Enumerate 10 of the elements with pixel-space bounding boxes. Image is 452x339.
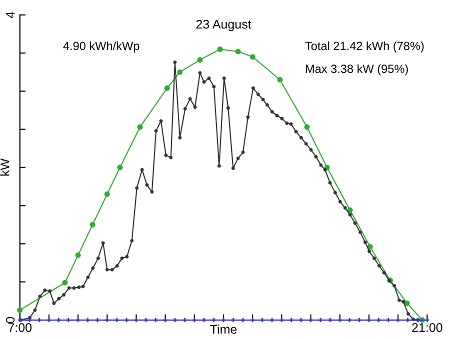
- x-tick-label: 7:00: [8, 323, 32, 332]
- x-axis-title: Time: [210, 324, 237, 334]
- y-tick-label: 0: [6, 317, 15, 324]
- annotation: Max 3.38 kW (95%): [306, 64, 408, 76]
- annotation: 4.90 kWh/kWp: [63, 41, 140, 52]
- y-tick-label: 4: [6, 12, 15, 18]
- chart-title: 23 August: [196, 20, 252, 32]
- x-tick-label: 21:00: [412, 323, 442, 332]
- annotation: Total 21.42 kWh (78%): [305, 41, 424, 52]
- y-axis-title: kW: [0, 158, 10, 176]
